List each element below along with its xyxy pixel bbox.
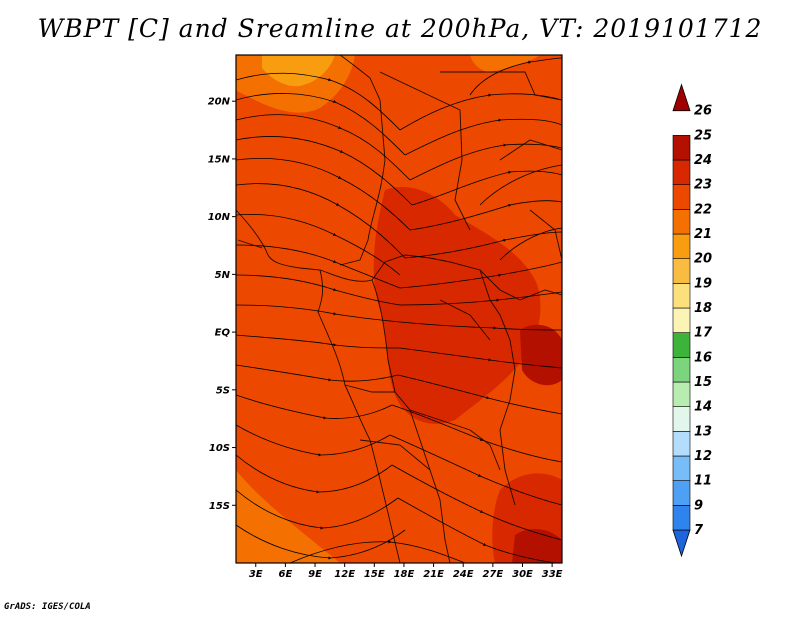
wbpt-dark-patch-east — [520, 324, 562, 386]
colorbar-label: 24 — [694, 153, 712, 168]
colorbar-label: 13 — [694, 424, 712, 439]
colorbar-top-arrow — [672, 83, 691, 112]
streamlines — [236, 57, 562, 563]
colorbar-label: 11 — [694, 474, 712, 489]
colorbar-label: 16 — [694, 350, 712, 365]
colorbar-segment — [672, 381, 691, 407]
lon-label: 24E — [453, 569, 474, 580]
colorbar-label: 7 — [694, 523, 704, 538]
colorbar-label: 26 — [694, 104, 712, 119]
colorbar-label: 17 — [694, 326, 713, 341]
colorbar-label: 25 — [694, 128, 712, 143]
colorbar-segment — [672, 357, 691, 383]
colorbar-segment — [672, 307, 691, 333]
lon-label: 21E — [423, 569, 444, 580]
wbpt-orange-patch-northeast — [470, 55, 540, 72]
colorbar-segment — [672, 258, 691, 284]
lon-label: 3E — [249, 569, 263, 580]
lat-label: 5S — [216, 385, 230, 396]
colorbar-segment — [672, 283, 691, 309]
lon-label: 12E — [334, 569, 355, 580]
wbpt-orange-patch-southwest — [236, 470, 340, 563]
lon-label: 18E — [394, 569, 415, 580]
lat-label: 10S — [209, 443, 230, 454]
colorbar-segment — [672, 455, 691, 481]
wbpt-dark-patch-central — [373, 186, 541, 424]
colorbar-segment — [672, 184, 691, 210]
wbpt-darkest-patch-south — [512, 528, 562, 563]
colorbar-bottom-arrow — [672, 529, 691, 558]
colorbar: 7 9 11 12 13 14 15 16 17 18 19 20 21 22 23 24 25 26 — [672, 83, 713, 558]
colorbar-segment — [672, 480, 691, 506]
colorbar-segment — [672, 233, 691, 259]
longitude-axis: 3E 6E 9E 12E 15E 18E 21E 24E 27E 30E 33E — [249, 563, 563, 580]
lon-label: 27E — [482, 569, 503, 580]
colorbar-segment — [672, 159, 691, 185]
colorbar-label: 9 — [694, 498, 703, 513]
grads-credit: GrADS: IGES/COLA — [4, 602, 91, 612]
latitude-axis: 20N 15N 10N 5N EQ 5S 10S 15S — [208, 97, 236, 512]
colorbar-segment — [672, 332, 691, 358]
colorbar-label: 15 — [694, 375, 712, 390]
colorbar-label: 19 — [694, 276, 712, 291]
lon-label: 30E — [512, 569, 533, 580]
country-borders — [236, 55, 562, 563]
colorbar-label: 18 — [694, 301, 712, 316]
colorbar-segment — [672, 406, 691, 432]
lat-label: 10N — [208, 212, 231, 223]
colorbar-segment — [672, 135, 691, 161]
lat-label: EQ — [215, 328, 231, 339]
colorbar-label: 21 — [694, 227, 712, 242]
lat-label: 20N — [208, 97, 231, 108]
lon-label: 9E — [308, 569, 322, 580]
colorbar-label: 22 — [694, 202, 712, 217]
colorbar-label: 12 — [694, 449, 712, 464]
colorbar-label: 23 — [694, 178, 712, 193]
map-plot-area — [236, 55, 562, 563]
lat-label: 15N — [208, 154, 231, 165]
colorbar-segment — [672, 431, 691, 457]
lat-label: 5N — [215, 270, 231, 281]
colorbar-label: 20 — [694, 252, 712, 267]
colorbar-segment — [672, 505, 691, 531]
chart-title: WBPT [C] and Sreamline at 200hPa, VT: 20… — [37, 14, 763, 43]
map-frame — [235, 54, 563, 564]
lon-label: 15E — [364, 569, 385, 580]
lon-label: 33E — [542, 569, 563, 580]
colorbar-label: 14 — [694, 400, 712, 415]
wbpt-yellow-patch-northwest — [262, 55, 335, 87]
lon-label: 6E — [278, 569, 292, 580]
lat-label: 15S — [209, 501, 230, 512]
colorbar-segment — [672, 209, 691, 235]
